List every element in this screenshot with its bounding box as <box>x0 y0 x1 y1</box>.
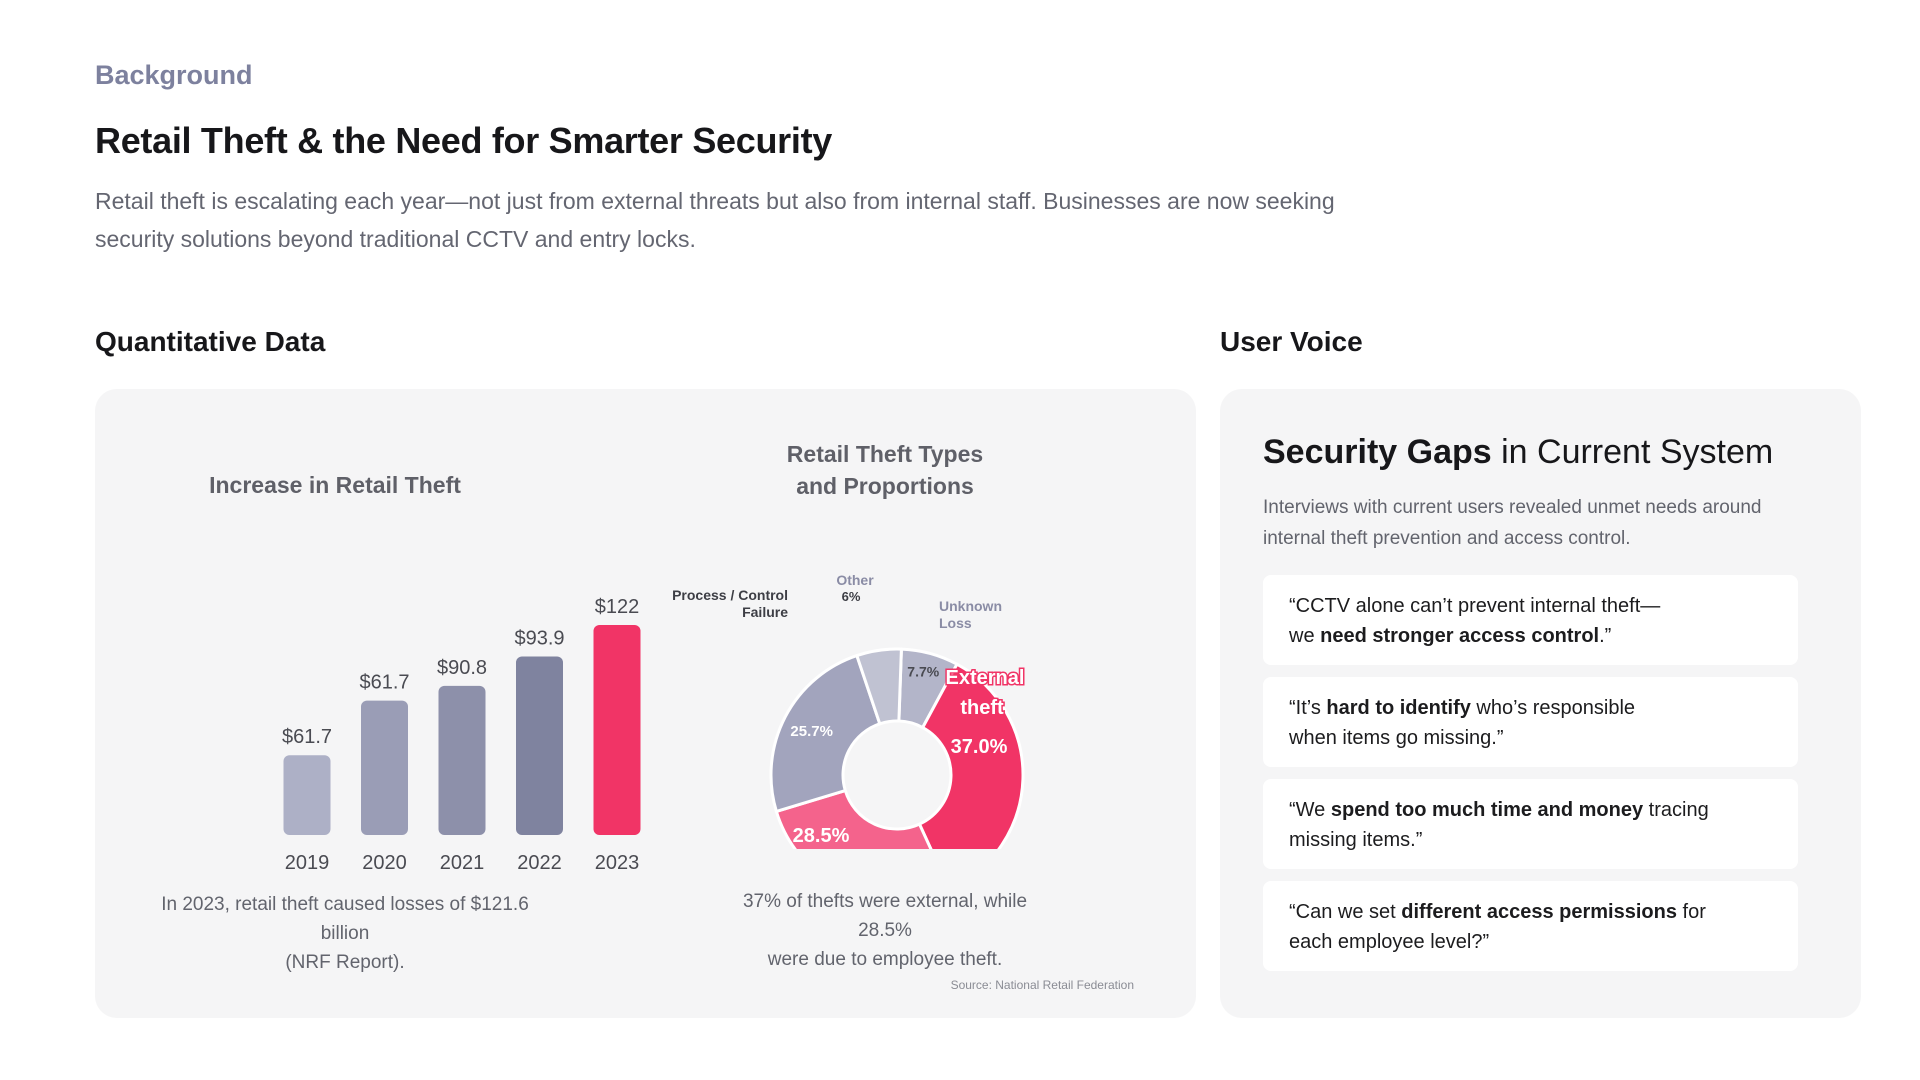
slice-legend-label: Process / Control <box>672 587 788 603</box>
quote-text: we <box>1289 625 1321 647</box>
quote-list: “CCTV alone can’t prevent internal theft… <box>1263 575 1798 971</box>
donut-slice-external-theft <box>917 662 1025 849</box>
quote-card: “Can we set different access permissions… <box>1263 881 1798 971</box>
quote-emphasis: hard to identify <box>1326 697 1471 719</box>
intro-line-2: security solutions beyond traditional CC… <box>95 226 696 252</box>
bar-category-label: 2023 <box>595 852 640 874</box>
bar-category-label: 2021 <box>440 852 485 874</box>
bar-chart: $61.7 2019 $61.7 2020 $90.8 2021 $93.9 2022 $122… <box>282 596 641 874</box>
slice-legend-label: Unknown <box>939 598 1002 614</box>
quant-heading: Quantitative Data <box>95 326 326 357</box>
quant-panel: Increase in Retail Theft $61.7 2019 $61.7 2… <box>95 389 1196 1018</box>
bar-caption-line-1: In 2023, retail theft caused losses of $… <box>161 894 529 944</box>
quote-card: “CCTV alone can’t prevent internal theft… <box>1263 575 1798 665</box>
slice-legend-label: theft <box>960 697 1004 719</box>
bar-category-label: 2022 <box>517 852 562 874</box>
donut-slice-other <box>855 647 903 726</box>
bar-chart-caption: In 2023, retail theft caused losses of $… <box>135 890 555 977</box>
intro-text: Retail theft is escalating each year—not… <box>95 182 1435 258</box>
quote-text: “We <box>1289 799 1331 821</box>
pie-chart-title: Retail Theft Types and Proportions <box>775 438 995 502</box>
quote-card: “It’s hard to identify who’s responsible… <box>1263 677 1798 767</box>
voice-title: Security Gaps in Current System <box>1263 433 1773 472</box>
quote-text: “Can we set <box>1289 901 1402 923</box>
slice-legend-label: Loss <box>939 615 972 631</box>
intro-line-1: Retail theft is escalating each year—not… <box>95 188 1335 214</box>
quote-emphasis: need stronger access control <box>1320 625 1600 647</box>
slice-value-label: 37.0% <box>951 736 1008 758</box>
slice-legend-label: External <box>946 667 1025 689</box>
bar-caption-line-2: (NRF Report). <box>285 952 405 973</box>
quote-text: when items go missing.” <box>1289 727 1504 749</box>
pie-title-line-1: Retail Theft Types <box>786 441 984 467</box>
voice-heading: User Voice <box>1220 326 1363 357</box>
quote-text: missing items.” <box>1289 829 1423 851</box>
slice-value-label: 28.5% <box>793 825 850 847</box>
bar-value-label: $61.7 <box>359 672 409 694</box>
quote-emphasis: spend too much time and money <box>1330 799 1644 821</box>
slice-value-label: 25.7% <box>790 723 833 740</box>
bar-category-label: 2019 <box>285 852 330 874</box>
donut-slice-internal-theft <box>774 789 933 849</box>
voice-title-bold: Security Gaps <box>1263 433 1492 471</box>
bar-chart-title: Increase in Retail Theft <box>209 472 461 498</box>
voice-panel: Security Gaps in Current System Intervie… <box>1220 389 1861 1018</box>
bar-2021 <box>438 685 486 835</box>
voice-subtitle: Interviews with current users revealed u… <box>1263 497 1762 549</box>
donut-chart: 7.7%UnknownLossExternaltheft37.0%28.5%In… <box>672 572 1026 849</box>
pie-chart-caption: 37% of thefts were external, while 28.5%… <box>715 887 1055 974</box>
quote-text: tracing <box>1643 799 1709 821</box>
quote-emphasis: different access permissions <box>1401 901 1677 923</box>
quote-text: who’s responsible <box>1470 697 1636 719</box>
bar-2023 <box>593 625 641 835</box>
quote-text: “It’s <box>1289 697 1327 719</box>
slice-value-label: 6% <box>842 589 861 604</box>
quote-text: each employee level?” <box>1289 931 1490 953</box>
bar-2019 <box>283 755 331 835</box>
donut-slice-process-control-failure <box>769 654 882 813</box>
voice-title-rest: in Current System <box>1491 433 1774 471</box>
slice-value-label: 7.7% <box>907 664 939 680</box>
bar-2020 <box>361 700 408 835</box>
bar-value-label: $61.7 <box>282 726 332 748</box>
quote-text: “CCTV alone can’t prevent internal theft… <box>1289 595 1661 617</box>
pie-caption-line-1: 37% of thefts were external, while 28.5% <box>742 891 1028 941</box>
slice-legend-label: Failure <box>742 604 788 620</box>
quote-card: “We spend too much time and money tracin… <box>1263 779 1798 869</box>
bar-category-label: 2020 <box>362 852 407 874</box>
quote-text: .” <box>1599 625 1612 647</box>
bar-2022 <box>516 656 563 835</box>
slice-legend-label: Other <box>836 572 874 588</box>
pie-title-line-2: and Proportions <box>796 473 974 499</box>
pie-caption-line-2: were due to employee theft. <box>767 949 1003 970</box>
quote-text: for <box>1676 901 1706 923</box>
bar-value-label: $93.9 <box>514 628 564 650</box>
bar-value-label: $122 <box>595 596 640 618</box>
source-note: Source: National Retail Federation <box>950 978 1134 992</box>
page-title: Retail Theft & the Need for Smarter Secu… <box>95 120 832 161</box>
section-eyebrow: Background <box>95 60 253 90</box>
bar-value-label: $90.8 <box>437 657 487 679</box>
